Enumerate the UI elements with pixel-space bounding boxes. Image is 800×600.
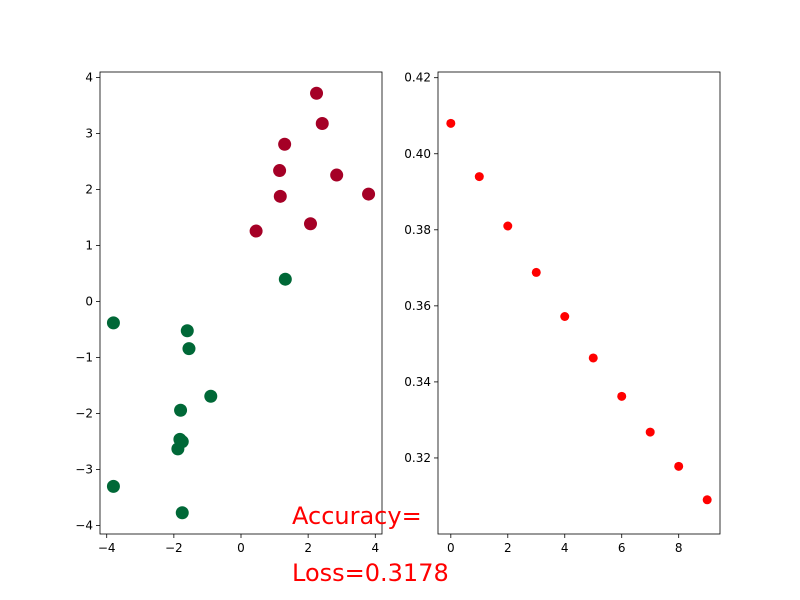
- x-tick-label: 4: [371, 541, 379, 555]
- data-point: [278, 137, 292, 151]
- y-tick-label: −2: [75, 407, 93, 421]
- loss-point: [474, 172, 484, 182]
- x-tick-label: 6: [618, 541, 626, 555]
- data-point: [182, 342, 196, 356]
- data-point: [180, 324, 194, 338]
- loss-point: [531, 267, 541, 277]
- data-point: [171, 442, 185, 456]
- loss-point: [617, 391, 627, 401]
- x-tick-label: 8: [675, 541, 683, 555]
- data-point: [303, 217, 317, 231]
- y-tick-label: 0.34: [404, 375, 431, 389]
- axes-frame: [99, 71, 383, 535]
- data-point: [362, 187, 376, 201]
- data-point: [174, 403, 188, 417]
- y-tick-label: 2: [85, 183, 93, 197]
- data-point: [315, 117, 329, 131]
- x-tick-label: −4: [98, 541, 116, 555]
- y-tick-label: −4: [75, 519, 93, 533]
- y-tick-label: 3: [85, 127, 93, 141]
- y-tick-label: 0.36: [404, 299, 431, 313]
- y-tick-label: 0.32: [404, 451, 431, 465]
- loss-point: [588, 353, 598, 363]
- loss-annotation: Loss=0.3178: [292, 559, 449, 587]
- axes-frame: [437, 71, 721, 535]
- y-tick-label: −1: [75, 351, 93, 365]
- y-tick-label: 0.38: [404, 223, 431, 237]
- data-point: [204, 389, 218, 403]
- data-point: [106, 479, 120, 493]
- data-point: [106, 316, 120, 330]
- y-tick-label: 0.40: [404, 147, 431, 161]
- loss-point: [446, 118, 456, 128]
- y-tick-label: 0.42: [404, 71, 431, 85]
- loss-point: [702, 495, 712, 505]
- data-point: [273, 164, 287, 178]
- data-point: [249, 224, 263, 238]
- x-tick-label: 2: [304, 541, 312, 555]
- data-point: [273, 189, 287, 203]
- right-loss-axes: 0 2 4 6 8 0.32 0.34 0.36 0.38 0.40 0.42: [404, 71, 721, 555]
- x-tick-label: 0: [447, 541, 455, 555]
- x-tick-label: −2: [165, 541, 183, 555]
- x-tick-label: 0: [237, 541, 245, 555]
- x-tick-label: 2: [504, 541, 512, 555]
- accuracy-annotation: Accuracy=: [292, 502, 422, 530]
- x-tick-label: 4: [561, 541, 569, 555]
- y-tick-label: −3: [75, 463, 93, 477]
- loss-point: [645, 427, 655, 437]
- loss-point: [674, 461, 684, 471]
- y-tick-label: 0: [85, 295, 93, 309]
- loss-point: [560, 311, 570, 321]
- data-point: [330, 168, 344, 182]
- left-scatter-axes: −4 −2 0 2 4 −4 −3 −2 −1 0 1 2 3 4: [75, 71, 383, 555]
- data-point: [310, 86, 324, 100]
- y-tick-label: 4: [85, 71, 93, 85]
- data-point: [278, 272, 292, 286]
- data-point: [175, 506, 189, 520]
- y-tick-label: 1: [85, 239, 93, 253]
- loss-point: [503, 221, 513, 231]
